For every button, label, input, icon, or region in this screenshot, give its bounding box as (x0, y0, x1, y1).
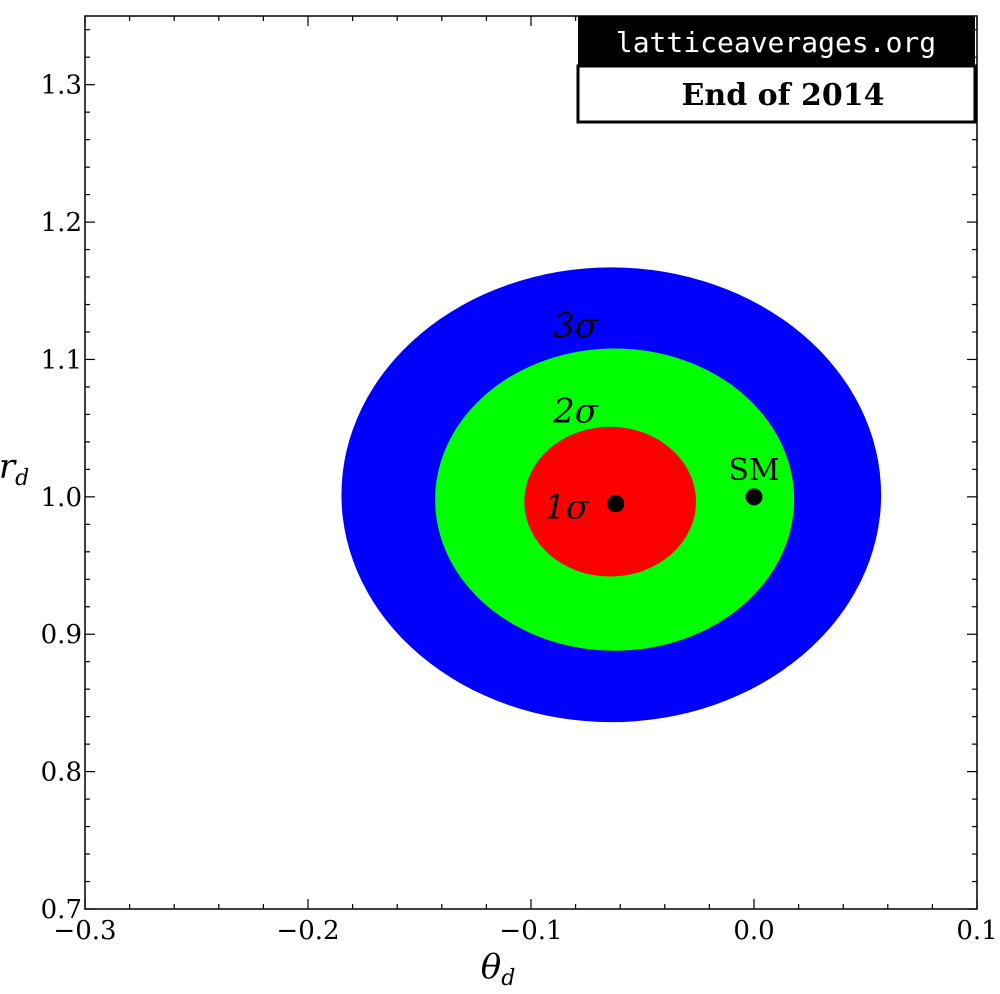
region-labels: 3σ 2σ 1σ (544, 306, 599, 527)
point-label-sm: SM (728, 453, 779, 488)
y-tick-labels: 0.7 0.8 0.9 1.0 1.1 1.2 1.3 (41, 71, 82, 925)
x-tick-labels: −0.3 −0.2 −0.1 0.0 0.1 (53, 916, 997, 946)
y-tick-label: 0.9 (41, 620, 82, 650)
x-tick-label: −0.3 (53, 916, 116, 946)
badge-top-text: latticeaverages.org (616, 26, 936, 59)
badge: latticeaverages.org End of 2014 (576, 16, 977, 124)
x-tick-label: 0.0 (733, 916, 774, 946)
x-axis-label-sub: d (501, 966, 515, 991)
x-tick-label: −0.2 (276, 916, 339, 946)
y-tick-label: 1.0 (41, 483, 82, 513)
badge-bottom-text: End of 2014 (682, 78, 885, 113)
region-label-1: 3σ (553, 306, 599, 346)
point-best-fit (607, 495, 625, 513)
x-axis-label-main: θ (481, 947, 501, 987)
y-tick-label: 1.1 (41, 345, 82, 375)
y-axis-label-sub: d (15, 466, 29, 491)
confidence-regions (341, 267, 882, 723)
x-tick-label: 0.1 (956, 916, 997, 946)
y-axis-label: rd (0, 447, 29, 491)
points: SM (607, 453, 780, 513)
point-sm (745, 488, 763, 506)
y-tick-label: 0.8 (41, 758, 82, 788)
region-label-3: 1σ (544, 487, 590, 527)
x-tick-label: −0.1 (499, 916, 562, 946)
x-axis-label: θd (481, 947, 516, 991)
y-tick-label: 1.3 (41, 71, 82, 101)
y-tick-label: 0.7 (41, 895, 82, 925)
badge-top-box (578, 16, 975, 66)
badge-bottom-box (576, 64, 977, 124)
region-label-2: 2σ (552, 391, 599, 431)
y-axis-label-main: r (0, 447, 17, 487)
y-tick-label: 1.2 (41, 208, 82, 238)
